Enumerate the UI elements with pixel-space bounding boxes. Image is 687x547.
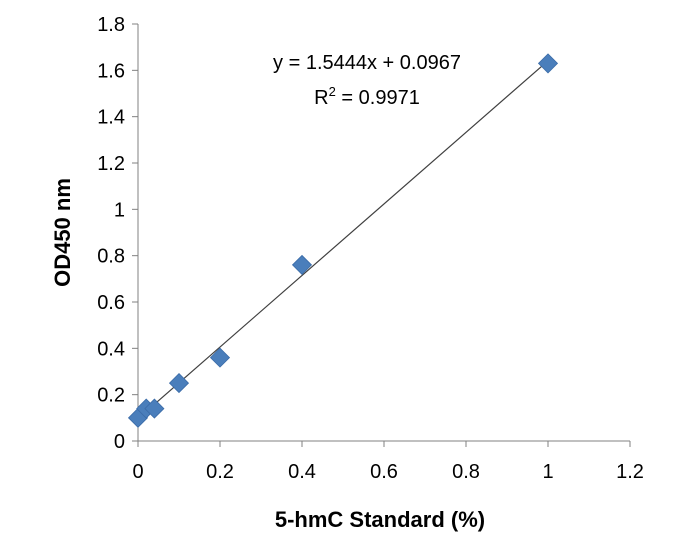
r-squared-exponent: 2 [329,84,336,99]
x-axis-title: 5-hmC Standard (%) [275,507,485,532]
x-tick-label: 0 [132,461,143,483]
y-tick-label: 0 [114,431,125,453]
trendline-group [137,60,549,420]
x-ticks: 0 0.2 0.4 0.6 0.8 1 1.2 [132,441,644,483]
y-tick-label: 1 [114,199,125,221]
y-axis-title: OD450 nm [50,178,75,287]
x-tick-label: 0.2 [206,461,234,483]
data-point [209,347,231,368]
data-point [144,398,165,419]
trendline-equation: y = 1.5444x + 0.0967 [273,52,461,74]
data-points [127,53,559,428]
data-point [168,373,190,394]
y-tick-label: 1.8 [97,14,125,36]
x-tick-label: 0.4 [288,461,316,483]
y-tick-label: 0.6 [97,292,125,314]
trendline [137,60,549,420]
x-tick-label: 1 [542,461,553,483]
data-point [537,53,559,74]
y-tick-label: 1.6 [97,60,125,82]
y-tick-label: 1.2 [97,153,125,175]
y-tick-label: 1.4 [97,107,125,129]
x-tick-label: 0.6 [370,461,398,483]
x-tick-label: 1.2 [616,461,644,483]
y-tick-label: 0.8 [97,246,125,268]
r-squared-value: = 0.9971 [336,87,420,109]
y-tick-label: 0.2 [97,385,125,407]
data-point [291,254,313,275]
r-squared-prefix: R [314,87,328,109]
y-ticks: 0 0.2 0.4 0.6 0.8 1 1.2 1.4 1.6 1.8 [97,14,138,453]
r-squared-label: R2 = 0.9971 [314,84,420,109]
x-tick-label: 0.8 [452,461,480,483]
y-tick-label: 0.4 [97,338,125,360]
